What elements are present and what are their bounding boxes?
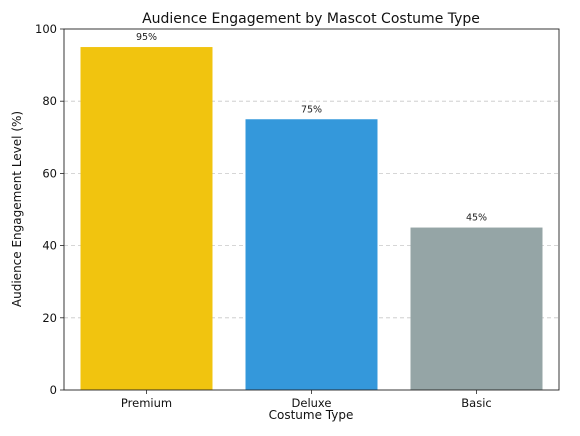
bar-basic [410, 227, 543, 390]
chart-title: Audience Engagement by Mascot Costume Ty… [142, 11, 480, 27]
x-tick-label-basic: Basic [461, 396, 491, 410]
y-axis: 0 20 40 60 80 100 [35, 22, 64, 397]
data-label-premium: 95% [136, 32, 157, 43]
x-tick-label-premium: Premium [121, 396, 172, 410]
y-tick-label-60: 60 [42, 166, 57, 180]
bar-premium [80, 47, 213, 391]
plot-frame [63, 28, 560, 391]
data-labels: 95% 75% 45% [136, 32, 487, 224]
data-label-basic: 45% [466, 213, 487, 224]
y-tick-label-40: 40 [42, 239, 57, 253]
x-axis: Premium Deluxe Basic [121, 390, 492, 410]
x-axis-label: Costume Type [269, 408, 354, 422]
data-label-deluxe: 75% [301, 104, 322, 115]
y-tick-label-20: 20 [42, 311, 57, 325]
y-tick-label-0: 0 [50, 383, 57, 397]
y-tick-label-80: 80 [42, 94, 57, 108]
bar-deluxe [245, 119, 378, 390]
y-axis-label: Audience Engagement Level (%) [10, 111, 24, 307]
x-tick-label-deluxe: Deluxe [292, 396, 332, 410]
y-tick-label-100: 100 [35, 22, 57, 36]
bars [80, 47, 543, 391]
